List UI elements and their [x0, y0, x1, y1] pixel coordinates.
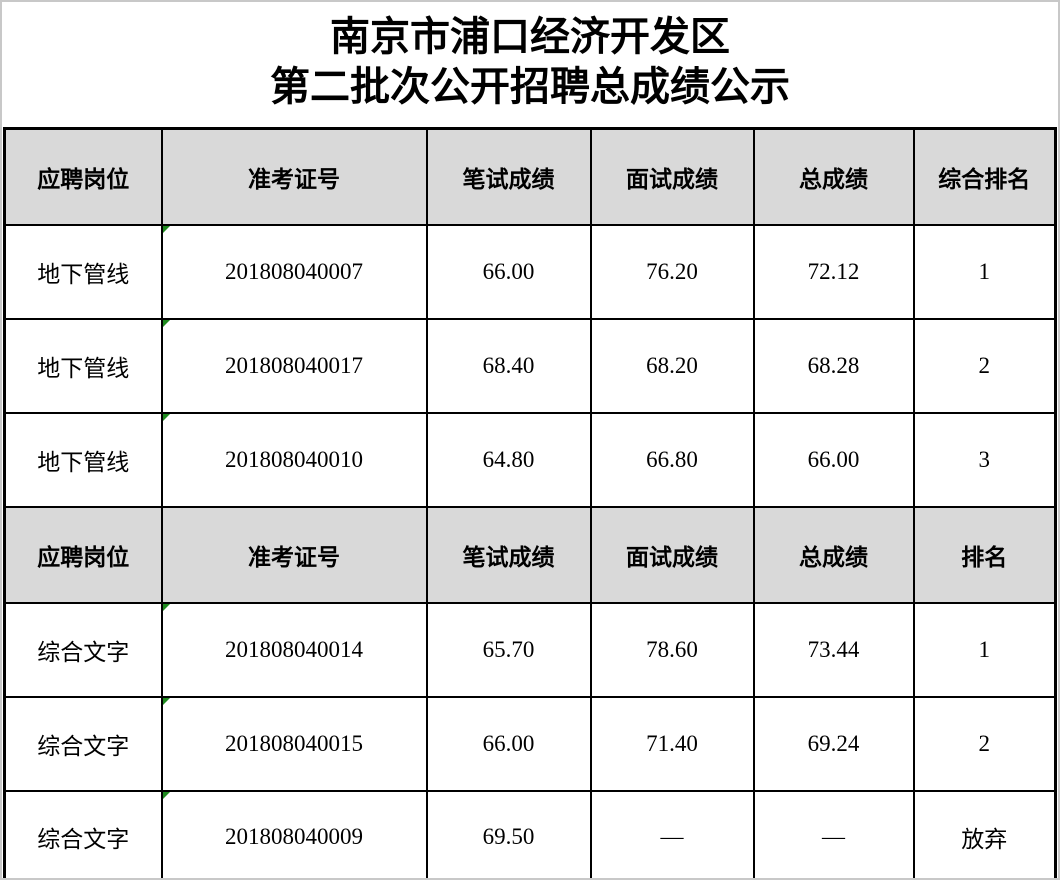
cell-interview-score: 66.80: [589, 411, 755, 508]
column-header-ticket-number: 准考证号: [160, 127, 428, 226]
cell-position: 地下管线: [3, 411, 163, 508]
column-header-total-score: 总成绩: [752, 127, 915, 226]
table-row: 地下管线 201808040017 68.40 68.20 68.28 2: [3, 317, 1057, 414]
cell-written-score: 65.70: [425, 601, 592, 698]
cell-total-score: 69.24: [752, 695, 915, 792]
cell-ticket-number: 201808040014: [160, 601, 428, 698]
number-stored-as-text-indicator-icon: [163, 792, 170, 799]
column-header-interview-score: 面试成绩: [589, 505, 755, 604]
column-header-interview-score: 面试成绩: [589, 127, 755, 226]
cell-written-score: 69.50: [425, 789, 592, 878]
cell-rank: 2: [912, 317, 1057, 414]
cell-position: 综合文字: [3, 789, 163, 878]
cell-interview-score: 78.60: [589, 601, 755, 698]
cell-total-score: —: [752, 789, 915, 878]
column-header-rank: 排名: [912, 505, 1057, 604]
cell-rank: 放弃: [912, 789, 1057, 878]
cell-interview-score: 76.20: [589, 223, 755, 320]
cell-interview-score: —: [589, 789, 755, 878]
number-stored-as-text-indicator-icon: [163, 414, 170, 421]
cell-rank: 1: [912, 223, 1057, 320]
table-row: 地下管线 201808040010 64.80 66.80 66.00 3: [3, 411, 1057, 508]
cell-position: 综合文字: [3, 601, 163, 698]
title-line-1: 南京市浦口经济开发区: [330, 14, 730, 59]
cell-total-score: 73.44: [752, 601, 915, 698]
table-row: 综合文字 201808040009 69.50— — 放弃: [3, 789, 1057, 878]
cell-written-score: 64.80: [425, 411, 592, 508]
number-stored-as-text-indicator-icon: [163, 698, 170, 705]
score-table: 应聘岗位 准考证号 笔试成绩 面试成绩 总成绩 综合排名 地下管线 201808040007 6…: [3, 127, 1057, 878]
cell-interview-score: 71.40: [589, 695, 755, 792]
number-stored-as-text-indicator-icon: [163, 604, 170, 611]
column-header-row-2: 应聘岗位 准考证号 笔试成绩 面试成绩 总成绩 排名: [3, 505, 1057, 604]
page-title: 南京市浦口经济开发区 第二批次公开招聘总成绩公示: [2, 12, 1058, 112]
column-header-written-score: 笔试成绩: [425, 505, 592, 604]
cell-ticket-number: 201808040009: [160, 789, 428, 878]
table-row: 综合文字 201808040014 65.70 78.60 73.44 1: [3, 601, 1057, 698]
column-header-position: 应聘岗位: [3, 127, 163, 226]
number-stored-as-text-indicator-icon: [163, 320, 170, 327]
column-header-rank: 综合排名: [912, 127, 1057, 226]
title-line-2: 第二批次公开招聘总成绩公示: [270, 64, 790, 109]
table-row: 地下管线 201808040007 66.00 76.20 72.12 1: [3, 223, 1057, 320]
cell-rank: 1: [912, 601, 1057, 698]
cell-written-score: 66.00: [425, 695, 592, 792]
number-stored-as-text-indicator-icon: [163, 226, 170, 233]
cell-rank: 2: [912, 695, 1057, 792]
cell-position: 综合文字: [3, 695, 163, 792]
column-header-position: 应聘岗位: [3, 505, 163, 604]
cell-written-score: 68.40: [425, 317, 592, 414]
cell-ticket-number: 201808040015: [160, 695, 428, 792]
column-header-ticket-number: 准考证号: [160, 505, 428, 604]
cell-total-score: 66.00: [752, 411, 915, 508]
table-row: 综合文字 201808040015 66.00 71.40 69.24 2: [3, 695, 1057, 792]
cell-rank: 3: [912, 411, 1057, 508]
cell-ticket-number: 201808040007: [160, 223, 428, 320]
cell-total-score: 68.28: [752, 317, 915, 414]
column-header-written-score: 笔试成绩: [425, 127, 592, 226]
column-header-total-score: 总成绩: [752, 505, 915, 604]
cell-interview-score: 68.20: [589, 317, 755, 414]
cell-total-score: 72.12: [752, 223, 915, 320]
cell-ticket-number: 201808040010: [160, 411, 428, 508]
cell-ticket-number: 201808040017: [160, 317, 428, 414]
cell-written-score: 66.00: [425, 223, 592, 320]
cell-position: 地下管线: [3, 317, 163, 414]
column-header-row-1: 应聘岗位 准考证号 笔试成绩 面试成绩 总成绩 综合排名: [3, 127, 1057, 226]
cell-position: 地下管线: [3, 223, 163, 320]
